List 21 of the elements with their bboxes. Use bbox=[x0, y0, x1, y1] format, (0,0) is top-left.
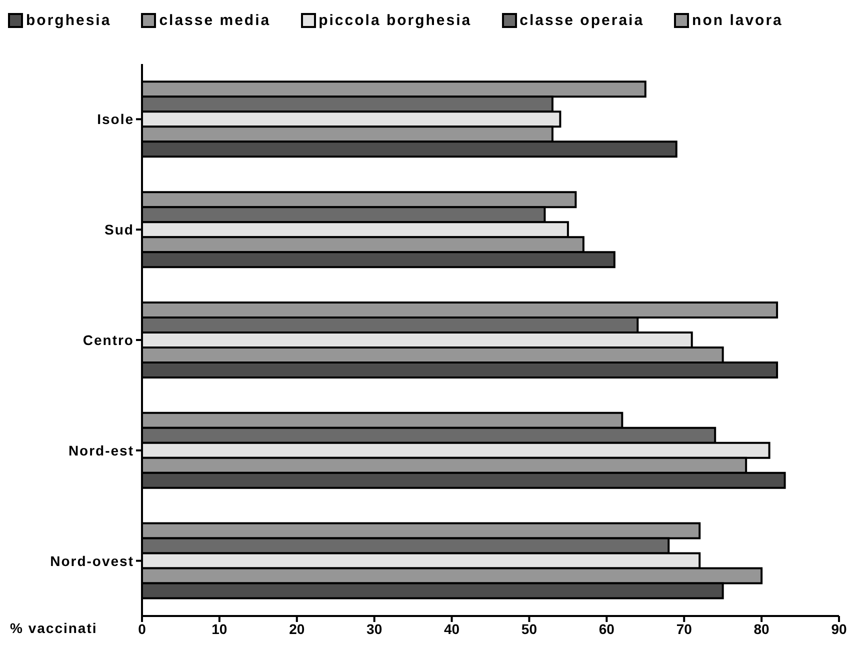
y-tick-label: Nord-est bbox=[68, 442, 134, 458]
x-tick-label: 50 bbox=[521, 620, 538, 637]
x-tick-label: 80 bbox=[754, 620, 770, 637]
x-tick-label: 0 bbox=[138, 620, 146, 637]
legend-label: piccola borghesia bbox=[318, 12, 472, 28]
y-tick-label: Centro bbox=[82, 332, 134, 348]
legend-label: classe media bbox=[158, 12, 271, 28]
legend-label: borghesia bbox=[25, 12, 112, 28]
y-tick-label: Sud bbox=[104, 222, 134, 238]
y-tick-label: Nord-ovest bbox=[50, 552, 134, 569]
x-tick-label: 20 bbox=[289, 620, 305, 637]
x-tick-label: 40 bbox=[444, 620, 460, 637]
legend-label: classe operaia bbox=[518, 12, 644, 28]
x-tick-label: 70 bbox=[676, 620, 692, 637]
legend-label: non lavora bbox=[691, 12, 783, 28]
x-axis-title: % vaccinati bbox=[10, 620, 98, 636]
x-tick-label: 90 bbox=[831, 620, 847, 637]
x-tick-label: 30 bbox=[366, 620, 382, 637]
x-tick-label: 10 bbox=[212, 620, 228, 637]
x-tick-label: 60 bbox=[598, 620, 615, 637]
y-tick-label: Isole bbox=[97, 111, 134, 128]
